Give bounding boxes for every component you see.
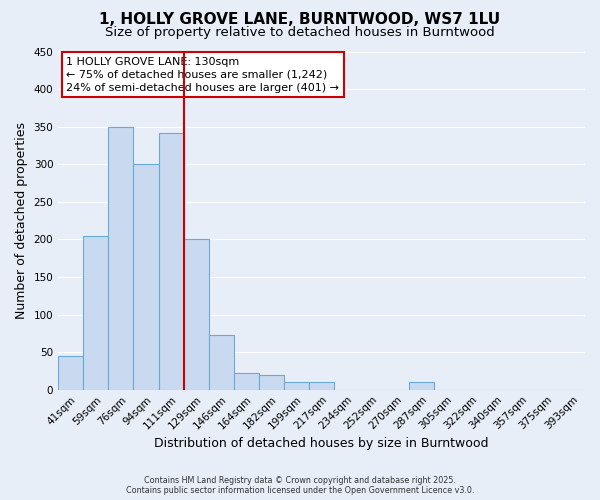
- Bar: [184, 240, 209, 390]
- Bar: [309, 382, 334, 390]
- Bar: [58, 356, 83, 390]
- Bar: [158, 132, 184, 390]
- Bar: [259, 374, 284, 390]
- Bar: [409, 382, 434, 390]
- Y-axis label: Number of detached properties: Number of detached properties: [15, 122, 28, 319]
- Text: Contains HM Land Registry data © Crown copyright and database right 2025.
Contai: Contains HM Land Registry data © Crown c…: [126, 476, 474, 495]
- Text: Size of property relative to detached houses in Burntwood: Size of property relative to detached ho…: [105, 26, 495, 39]
- Bar: [234, 373, 259, 390]
- Bar: [133, 164, 158, 390]
- X-axis label: Distribution of detached houses by size in Burntwood: Distribution of detached houses by size …: [154, 437, 489, 450]
- Bar: [83, 236, 109, 390]
- Bar: [209, 335, 234, 390]
- Bar: [109, 126, 133, 390]
- Text: 1 HOLLY GROVE LANE: 130sqm
← 75% of detached houses are smaller (1,242)
24% of s: 1 HOLLY GROVE LANE: 130sqm ← 75% of deta…: [66, 56, 339, 93]
- Text: 1, HOLLY GROVE LANE, BURNTWOOD, WS7 1LU: 1, HOLLY GROVE LANE, BURNTWOOD, WS7 1LU: [100, 12, 500, 28]
- Bar: [284, 382, 309, 390]
